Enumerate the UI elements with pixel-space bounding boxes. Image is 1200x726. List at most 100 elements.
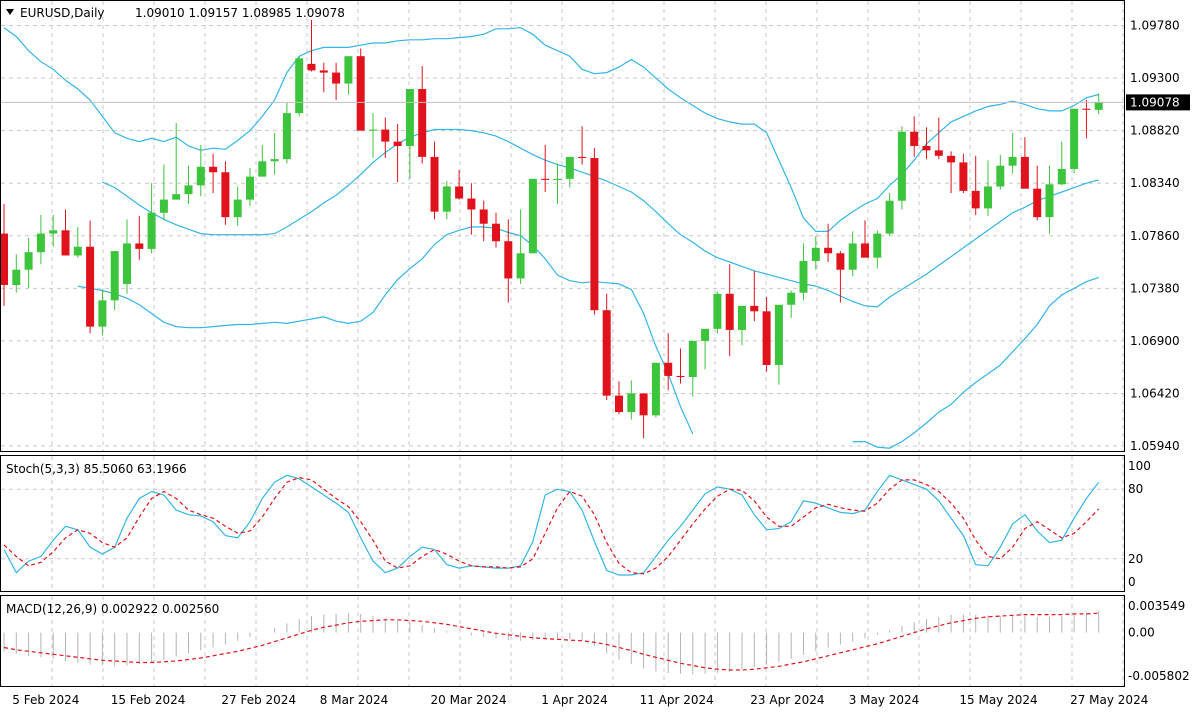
date-tick: 20 Mar 2024 [431, 693, 507, 707]
price-axis: 1.09780 1.09300 1.08820 1.08340 1.07860 … [1130, 19, 1180, 453]
date-axis: 5 Feb 2024 15 Feb 2024 27 Feb 2024 8 Mar… [12, 693, 1148, 707]
stoch-tick: 80 [1128, 482, 1143, 496]
candle-body [811, 247, 820, 261]
candle-body [504, 241, 513, 279]
candle-body [147, 212, 156, 249]
candle-body [897, 131, 906, 201]
candle-body [233, 199, 242, 218]
candle-body [750, 305, 759, 312]
candle-body [172, 194, 181, 200]
candle-body [430, 156, 439, 212]
candle-body [676, 375, 685, 378]
candle-body [541, 178, 550, 180]
candle-body [12, 269, 21, 286]
date-tick: 11 Apr 2024 [640, 693, 714, 707]
candle-body [221, 172, 230, 218]
macd-title: MACD(12,26,9) 0.002922 0.002560 [6, 602, 219, 616]
candle-body [836, 253, 845, 270]
price-tick: 1.06900 [1130, 334, 1180, 348]
candle-body [701, 328, 710, 341]
date-tick: 3 May 2024 [849, 693, 920, 707]
candle-body [824, 247, 833, 254]
candle-body [307, 63, 316, 71]
candle-body [209, 166, 218, 173]
symbol-title: EURUSD,Daily [20, 6, 105, 20]
bollinger-lower-line [77, 226, 694, 435]
candle-body [442, 186, 451, 212]
candle-body [479, 209, 488, 224]
candle-body [86, 246, 95, 327]
candle-body [381, 129, 390, 142]
candle-body [393, 141, 402, 146]
candle-body [528, 178, 537, 254]
candle-body [1082, 108, 1091, 110]
macd-axis: 0.003549 0.00 -0.005802 [1128, 599, 1190, 683]
candle-body [861, 243, 869, 258]
candle-body [885, 200, 894, 234]
candle-body [787, 292, 796, 305]
candle-body [467, 198, 476, 210]
candle-body [1070, 108, 1079, 169]
macd-tick: 0.00 [1128, 626, 1155, 640]
candle-body [762, 311, 771, 365]
candle-body [135, 243, 144, 249]
candle-body [738, 305, 746, 330]
candle-body [1008, 156, 1017, 166]
bollinger-lower-line [852, 276, 1099, 449]
macd-series [3, 610, 1100, 675]
candle-body [934, 150, 943, 156]
stoch-main-line [3, 474, 1100, 576]
macd-tick: -0.005802 [1128, 669, 1190, 683]
candle-body [713, 293, 722, 329]
collapse-triangle-icon[interactable] [6, 9, 14, 15]
candle-body [725, 293, 734, 330]
candle-body [565, 156, 574, 179]
stoch-signal-line [3, 476, 1100, 575]
candle-body [627, 393, 636, 413]
candle-body [1020, 156, 1029, 189]
candle-body [270, 159, 279, 162]
price-tick: 1.08340 [1130, 176, 1180, 190]
stoch-panel-frame [0, 455, 1125, 592]
candle-body [159, 199, 168, 213]
candle-body [24, 252, 33, 270]
candle-body [73, 246, 82, 256]
price-tick: 1.07380 [1130, 281, 1180, 295]
price-tick: 1.07860 [1130, 229, 1180, 243]
stochastic-lines [3, 474, 1100, 576]
price-tick: 1.06420 [1130, 386, 1180, 400]
candle-body [184, 185, 193, 195]
candle-body [344, 56, 353, 84]
candle-body [258, 161, 267, 177]
candle-body [246, 176, 254, 200]
candle-body [959, 162, 968, 191]
candle-body [98, 300, 107, 327]
bollinger-middle-line [102, 128, 1099, 308]
macd-signal-line [3, 612, 1099, 671]
candle-body [36, 233, 45, 253]
date-tick: 15 Feb 2024 [111, 693, 186, 707]
stoch-axis: 100 80 20 0 [1128, 459, 1151, 589]
date-tick: 23 Apr 2024 [750, 693, 824, 707]
candle-body [873, 233, 882, 258]
date-tick: 27 May 2024 [1070, 693, 1148, 707]
candle-body [996, 165, 1005, 187]
price-tick: 1.09300 [1130, 71, 1180, 85]
candle-body [0, 233, 8, 286]
candle-body [332, 72, 341, 84]
macd-panel-frame [0, 595, 1125, 687]
macd-tick: 0.003549 [1128, 599, 1185, 613]
stoch-tick: 20 [1128, 552, 1143, 566]
candle-body [615, 395, 623, 413]
candle-body [418, 89, 427, 157]
price-panel-frame [0, 0, 1125, 452]
candle-body [282, 113, 291, 160]
candle-body [664, 362, 673, 376]
candle-body [492, 223, 500, 242]
candle-body [1033, 188, 1042, 218]
candle-body [123, 243, 131, 284]
candle-body [516, 253, 525, 279]
candle-body [196, 166, 205, 186]
